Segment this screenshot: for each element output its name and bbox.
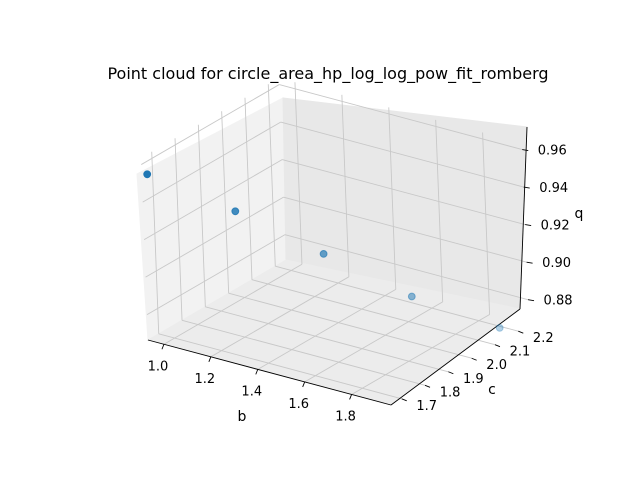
gridline-c [151, 151, 160, 334]
z-tick-mark [522, 149, 529, 152]
gridline-q [145, 196, 284, 278]
axis-panes [136, 97, 528, 406]
y-tick-label: 2.1 [510, 345, 531, 360]
gridline-b [351, 314, 490, 395]
gridline-b [257, 288, 396, 370]
gridline-q [283, 196, 527, 263]
x-axis-label: b [238, 409, 247, 425]
gridline-c [174, 138, 183, 321]
gridline-b [294, 82, 303, 265]
chart-title: Point cloud for circle_area_hp_log_log_p… [107, 64, 548, 84]
gridline-c [197, 124, 206, 307]
gridline-c [275, 265, 519, 332]
z-tick-label: 0.92 [541, 219, 570, 234]
gridline-b [210, 276, 350, 358]
y-axis-line [390, 308, 521, 406]
y-tick-label: 1.8 [440, 385, 461, 400]
y-axis-ticks: 1.71.81.92.02.12.2 [401, 330, 554, 414]
x-axis-line [147, 339, 392, 406]
x-tick-label: 1.6 [288, 397, 309, 412]
z-axis-ticks: 0.88 0.90 0.92 0.94 0.96 [522, 144, 573, 309]
z-tick-mark [523, 186, 530, 189]
x-tick-label: 1.2 [195, 372, 216, 387]
data-point [143, 170, 152, 179]
z-tick-label: 0.96 [538, 144, 567, 159]
x-tick-mark [208, 356, 212, 362]
y-tick-mark [401, 398, 407, 402]
z-tick-mark [525, 224, 532, 227]
gridline-b [341, 94, 350, 277]
data-points [143, 170, 504, 332]
y-tick-label: 1.7 [416, 399, 437, 414]
gridline-q [279, 84, 523, 151]
y-tick-label: 2.2 [533, 331, 554, 346]
x-tick-mark [349, 394, 353, 400]
gridline-q [141, 84, 280, 165]
gridline-q [282, 159, 526, 226]
y-tick-mark [494, 344, 501, 348]
gridline-c [158, 333, 402, 400]
y-tick-label: 1.9 [463, 372, 484, 387]
gridline-c [251, 279, 496, 346]
gridline-c [267, 84, 276, 267]
y-axis-label: c [488, 382, 496, 398]
x-tick-mark [161, 344, 165, 350]
gridline-b [482, 132, 491, 315]
z-tick-label: 0.90 [542, 256, 571, 271]
y-tick-mark [448, 371, 454, 375]
y-tick-label: 2.0 [486, 358, 507, 373]
z-axis-line [519, 126, 528, 310]
gridline-q [143, 159, 283, 241]
gridline-c [228, 292, 472, 359]
x-tick-label: 1.0 [148, 359, 169, 374]
gridline-c [221, 111, 230, 294]
gridline-c [205, 306, 449, 373]
x-tick-mark [255, 369, 259, 375]
data-point [231, 207, 240, 216]
gridline-q [142, 121, 281, 203]
gridline-b [435, 119, 444, 302]
gridline-q [284, 234, 529, 301]
x-tick-mark [302, 381, 306, 388]
x-axis-ticks: 1.0 1.2 1.4 1.6 1.8 [148, 344, 356, 424]
y-tick-mark [518, 330, 524, 334]
gridline-q [146, 234, 286, 316]
gridline-q [280, 121, 524, 188]
gridline-b [163, 263, 303, 345]
x-tick-label: 1.4 [241, 384, 262, 399]
data-point [319, 250, 328, 258]
z-axis-label: q [575, 206, 584, 222]
data-point [495, 324, 504, 332]
gridline-b [304, 301, 443, 383]
x-tick-label: 1.8 [335, 409, 356, 424]
z-tick-label: 0.94 [539, 181, 568, 196]
z-tick-label: 0.88 [544, 294, 573, 309]
gridline-b [388, 107, 397, 290]
z-tick-mark [527, 299, 535, 302]
y-tick-mark [424, 384, 431, 388]
gridline-c [181, 319, 426, 386]
data-point [407, 292, 416, 301]
y-tick-mark [471, 357, 477, 361]
gridline-c [244, 97, 253, 280]
gridlines [141, 82, 529, 400]
z-tick-mark [526, 261, 533, 264]
